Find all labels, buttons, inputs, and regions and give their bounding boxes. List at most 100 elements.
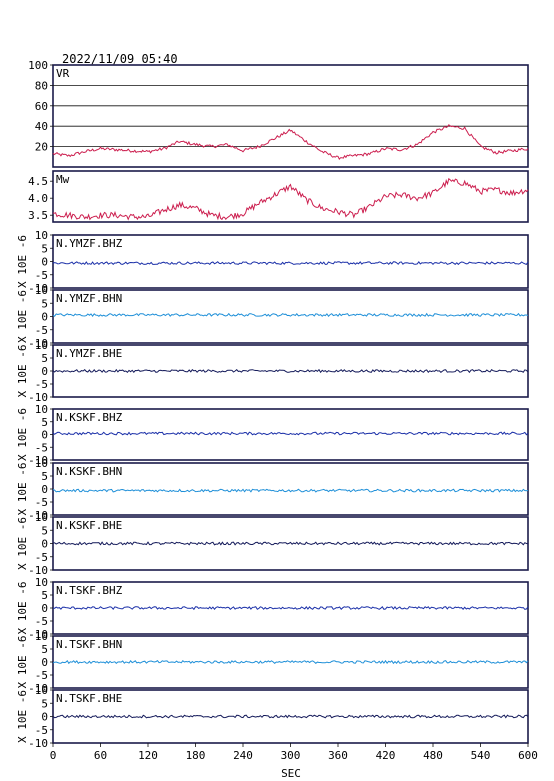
y-tick-label: 10 [35, 511, 48, 524]
x-tick-label: 480 [423, 749, 443, 762]
x-axis-label: SEC [281, 767, 301, 780]
y-tick-label: 10 [35, 457, 48, 470]
y-tick-label: -5 [35, 378, 48, 391]
series-line [52, 124, 529, 160]
panel-label: N.KSKF.BHE [56, 519, 122, 532]
y-tick-label: -5 [35, 669, 48, 682]
panel-label: Mw [56, 173, 70, 186]
y-tick-label: 5 [41, 524, 48, 537]
unit-label: X 10E -6 [16, 690, 29, 743]
y-tick-label: 5 [41, 297, 48, 310]
series-line [52, 260, 529, 266]
y-tick-label: -5 [35, 551, 48, 564]
y-tick-label: -5 [35, 615, 48, 628]
y-tick-label: -5 [35, 441, 48, 454]
series-line [52, 659, 529, 665]
x-tick-label: 0 [50, 749, 57, 762]
unit-label: X 10E -6 [16, 463, 29, 516]
y-tick-label: -10 [28, 564, 48, 577]
x-tick-label: 600 [518, 749, 538, 762]
y-tick-label: 10 [35, 229, 48, 242]
unit-label: X 10E -6 [16, 582, 29, 635]
panel-label: N.YMZF.BHZ [56, 237, 123, 250]
panel-frame [52, 234, 529, 289]
y-tick-label: 5 [41, 643, 48, 656]
x-tick-label: 120 [138, 749, 158, 762]
y-tick-label: 10 [35, 684, 48, 697]
x-tick-label: 60 [94, 749, 107, 762]
y-tick-label: 0 [41, 538, 48, 551]
y-tick-label: 10 [35, 284, 48, 297]
panel-label: N.TSKF.BHZ [56, 584, 123, 597]
y-tick-label: 4.5 [28, 175, 48, 188]
x-tick-label: 180 [186, 749, 206, 762]
y-tick-label: 100 [28, 59, 48, 72]
panel-frame [52, 64, 529, 168]
panel-label: N.YMZF.BHN [56, 292, 122, 305]
panel-label: N.KSKF.BHZ [56, 411, 123, 424]
panel-label: N.TSKF.BHN [56, 638, 122, 651]
panel-label: VR [56, 67, 70, 80]
panel-6: 10 50-5-10 N.KSKF.BHZ [28, 403, 529, 467]
unit-label: X 10E -6 [16, 290, 29, 343]
x-axis: 0 60 120 180 240 300 360 420 480 540 600 [50, 743, 538, 762]
panel-frame [52, 408, 529, 461]
y-tick-label: 0 [41, 365, 48, 378]
panel-frame [52, 462, 529, 516]
y-tick-label: -5 [35, 269, 48, 282]
y-tick-label: 4.0 [28, 192, 48, 205]
datetime-label: 2022/11/09 05:40 [62, 52, 178, 66]
x-tick-label: 420 [376, 749, 396, 762]
y-tick-label: 10 [35, 576, 48, 589]
series-line [52, 431, 529, 436]
panel-label: N.TSKF.BHE [56, 692, 122, 705]
series-line [52, 368, 529, 374]
unit-label: X 10E -6 [16, 636, 29, 689]
y-tick-label: -10 [28, 454, 48, 467]
panel-label: N.YMZF.BHE [56, 347, 122, 360]
y-tick-label: 60 [35, 100, 48, 113]
y-tick-label: -10 [28, 682, 48, 695]
y-tick-label: 0 [41, 311, 48, 324]
unit-label: X 10E -6 [16, 517, 29, 570]
series-line [52, 714, 529, 719]
y-tick-label: 10 [35, 339, 48, 352]
y-tick-label: 0 [41, 429, 48, 442]
y-tick-label: -5 [35, 724, 48, 737]
y-tick-label: 5 [41, 242, 48, 255]
series-line [52, 488, 529, 493]
y-tick-label: 0 [41, 256, 48, 269]
x-tick-label: 360 [328, 749, 348, 762]
y-tick-label: -10 [28, 509, 48, 522]
series-line [52, 605, 529, 611]
x-tick-label: 540 [471, 749, 491, 762]
y-tick-label: 0 [41, 711, 48, 724]
y-tick-label: -10 [28, 391, 48, 404]
x-tick-label: 240 [233, 749, 253, 762]
y-tick-label: -5 [35, 496, 48, 509]
y-tick-label: 5 [41, 589, 48, 602]
y-tick-label: -10 [28, 282, 48, 295]
y-tick-label: 0 [41, 602, 48, 615]
panel-1: 20 40 60 80 100 VR [28, 59, 529, 168]
y-tick-label: 5 [41, 352, 48, 365]
y-tick-label: -10 [28, 737, 48, 750]
unit-label: X 10E -6 [16, 235, 29, 288]
series-line [52, 312, 529, 317]
y-tick-label: 3.5 [28, 209, 48, 222]
series-line [52, 177, 529, 221]
y-tick-label: -10 [28, 337, 48, 350]
y-tick-label: 0 [41, 483, 48, 496]
y-tick-label: -10 [28, 628, 48, 641]
panel-label: N.KSKF.BHN [56, 465, 122, 478]
y-tick-label: 5 [41, 416, 48, 429]
